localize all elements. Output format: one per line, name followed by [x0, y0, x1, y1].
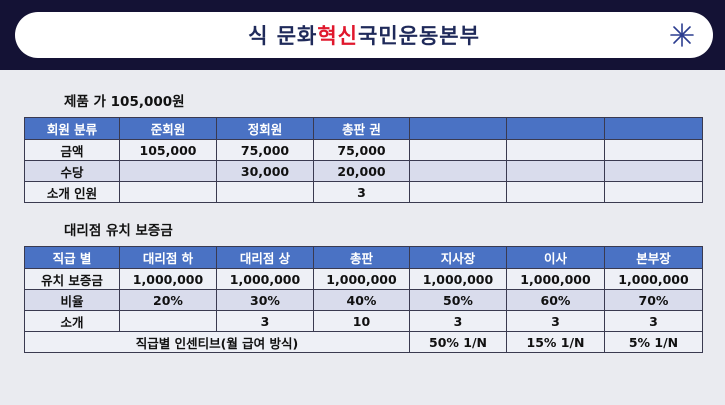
table-cell: 50%: [409, 289, 507, 311]
table-cell: 3: [506, 310, 605, 332]
table-header-cell: 회원 분류: [24, 117, 120, 140]
table-cell: [409, 160, 507, 182]
table-cell: 50% 1/N: [409, 331, 507, 353]
table-row: 소개 3 10 3 3 3: [24, 310, 703, 332]
table-header-cell: [409, 117, 507, 140]
table-cell: 60%: [506, 289, 605, 311]
table-cell: 15% 1/N: [506, 331, 605, 353]
table-cell: 소개: [24, 310, 120, 332]
table-cell: 75,000: [216, 139, 314, 161]
table-cell: 3: [216, 310, 314, 332]
table-header-cell: [604, 117, 703, 140]
table-cell: 75,000: [313, 139, 410, 161]
table-cell: 3: [409, 310, 507, 332]
table-cell: [119, 160, 217, 182]
table-cell: [604, 181, 703, 203]
table-cell: [506, 181, 605, 203]
table-cell: 10: [313, 310, 410, 332]
table-header-cell: 정회원: [216, 117, 314, 140]
table-cell: 40%: [313, 289, 410, 311]
page-title: 식 문화 혁신 국민운동본부: [15, 12, 713, 58]
table-cell: 1,000,000: [216, 268, 314, 290]
table-row: 유치 보증금 1,000,000 1,000,000 1,000,000 1,0…: [24, 268, 703, 290]
table-cell: [409, 139, 507, 161]
incentive-label: 직급별 인센티브(월 급여 방식): [24, 331, 410, 353]
table-cell: 1,000,000: [409, 268, 507, 290]
table-cell: [409, 181, 507, 203]
title-text-1: 식 문화: [248, 24, 318, 48]
title-text-2: 국민운동본부: [358, 24, 480, 48]
table-cell: 5% 1/N: [604, 331, 703, 353]
table-cell: 70%: [604, 289, 703, 311]
title-highlight: 혁신: [317, 24, 358, 48]
table-row: 금액 105,000 75,000 75,000: [24, 139, 703, 161]
table-cell: [119, 181, 217, 203]
table-cell: 비율: [24, 289, 120, 311]
table-cell: 금액: [24, 139, 120, 161]
table-row: 소개 인원 3: [24, 181, 703, 203]
table-cell: 30,000: [216, 160, 314, 182]
table-header-cell: 이사: [506, 246, 605, 269]
table-row: 비율 20% 30% 40% 50% 60% 70%: [24, 289, 703, 311]
table-row: 수당 30,000 20,000: [24, 160, 703, 182]
table-cell: 30%: [216, 289, 314, 311]
table-cell: [506, 139, 605, 161]
sparkle-icon: [670, 23, 694, 47]
product-table: 회원 분류 준회원 정회원 총판 권 금액 105,000 75,000 75,…: [24, 117, 703, 203]
product-header-row: 회원 분류 준회원 정회원 총판 권: [24, 117, 703, 140]
table-header-cell: 대리점 상: [216, 246, 314, 269]
table-header-cell: 총판: [313, 246, 410, 269]
table-cell: [216, 181, 314, 203]
table-cell: 1,000,000: [313, 268, 410, 290]
table-cell: [506, 160, 605, 182]
table-header-cell: 준회원: [119, 117, 217, 140]
table-header-cell: 직급 별: [24, 246, 120, 269]
table-cell: 3: [604, 310, 703, 332]
table-cell: 20,000: [313, 160, 410, 182]
deposit-table: 직급 별 대리점 하 대리점 상 총판 지사장 이사 본부장 유치 보증금 1,…: [24, 246, 703, 353]
header-bar: 식 문화 혁신 국민운동본부: [0, 0, 725, 70]
table-cell: [119, 310, 217, 332]
table-header-cell: 대리점 하: [119, 246, 217, 269]
table-cell: 유치 보증금: [24, 268, 120, 290]
table-cell: 수당: [24, 160, 120, 182]
table-cell: 20%: [119, 289, 217, 311]
product-section-label: 제품 가 105,000원: [64, 94, 185, 110]
table-header-cell: 지사장: [409, 246, 507, 269]
table-cell: 1,000,000: [604, 268, 703, 290]
table-cell: 1,000,000: [506, 268, 605, 290]
deposit-section-label: 대리점 유치 보증금: [64, 223, 173, 239]
table-header-cell: 총판 권: [313, 117, 410, 140]
table-cell: 3: [313, 181, 410, 203]
table-cell: [604, 160, 703, 182]
table-header-cell: 본부장: [604, 246, 703, 269]
table-cell: 105,000: [119, 139, 217, 161]
deposit-header-row: 직급 별 대리점 하 대리점 상 총판 지사장 이사 본부장: [24, 246, 703, 269]
table-cell: 소개 인원: [24, 181, 120, 203]
table-header-cell: [506, 117, 605, 140]
table-cell: 1,000,000: [119, 268, 217, 290]
table-cell: [604, 139, 703, 161]
incentive-row: 직급별 인센티브(월 급여 방식) 50% 1/N 15% 1/N 5% 1/N: [24, 331, 703, 353]
